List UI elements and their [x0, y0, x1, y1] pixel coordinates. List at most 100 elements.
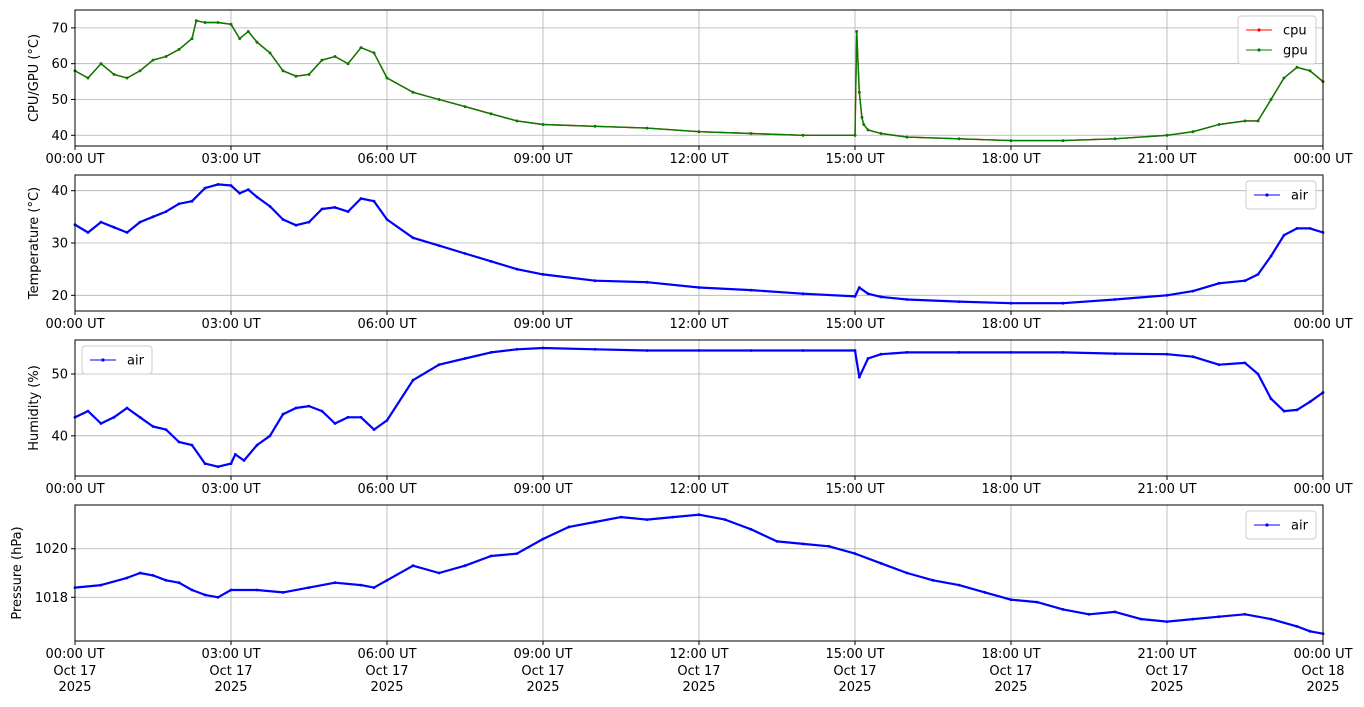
x-tick-date: Oct 17 — [521, 664, 564, 679]
series-air-points — [73, 346, 1325, 469]
data-point — [855, 30, 859, 33]
data-point — [593, 124, 597, 128]
data-point — [216, 465, 220, 469]
data-point — [1165, 293, 1169, 297]
data-point — [246, 30, 250, 33]
grid — [74, 10, 1324, 146]
x-tick-label: 15:00 UT — [825, 647, 884, 662]
data-point — [801, 542, 805, 546]
data-point — [203, 21, 207, 24]
legend: cpu gpu — [1237, 15, 1317, 65]
data-point — [190, 199, 194, 203]
data-point — [1009, 351, 1013, 354]
x-tick-label: 12:00 UT — [669, 482, 728, 497]
data-point — [385, 218, 389, 221]
legend-marker-gpu — [1257, 48, 1261, 52]
data-point — [905, 351, 909, 354]
data-point — [229, 588, 233, 592]
data-point — [281, 412, 285, 416]
data-point — [1243, 279, 1247, 283]
data-point — [1256, 372, 1260, 376]
data-point — [437, 98, 441, 101]
data-point — [99, 422, 103, 425]
grid — [74, 175, 1324, 311]
data-point — [1282, 233, 1286, 237]
data-point — [1308, 629, 1312, 633]
x-tick-year: 2025 — [838, 680, 871, 695]
x-tick-label: 15:00 UT — [825, 152, 884, 167]
series-air-line — [74, 346, 1324, 468]
data-point — [541, 123, 545, 126]
data-point — [866, 357, 870, 360]
data-point — [203, 593, 207, 597]
data-point — [749, 527, 753, 531]
x-tick-label: 15:00 UT — [825, 317, 884, 332]
data-point — [411, 564, 415, 568]
data-point — [333, 206, 337, 209]
data-point — [1191, 355, 1195, 359]
data-point — [177, 440, 181, 444]
x-tick-label: 00:00 UT — [1293, 482, 1352, 497]
y-tick-label: 70 — [51, 21, 68, 36]
data-point — [411, 236, 415, 240]
data-point — [333, 581, 337, 585]
x-tick-label: 12:00 UT — [669, 317, 728, 332]
data-point — [1113, 610, 1117, 614]
data-point — [775, 540, 779, 543]
data-point — [463, 357, 467, 360]
x-tick-label: 09:00 UT — [513, 647, 572, 662]
data-point — [138, 69, 142, 73]
data-point — [801, 349, 805, 352]
data-point — [957, 300, 961, 303]
data-point — [515, 267, 519, 271]
legend-label-air: air — [127, 354, 145, 369]
data-point — [905, 571, 909, 575]
data-point — [255, 443, 259, 447]
series-gpu-points — [73, 19, 1325, 143]
data-point — [242, 459, 246, 462]
data-point — [255, 40, 259, 44]
data-point — [866, 128, 870, 132]
data-point — [112, 225, 116, 229]
data-point — [372, 586, 376, 589]
data-point — [463, 564, 467, 568]
data-point — [1191, 130, 1195, 134]
legend-box — [1245, 180, 1317, 210]
data-point — [307, 220, 311, 224]
legend: air — [1245, 510, 1317, 540]
x-tick-year: 2025 — [682, 680, 715, 695]
data-point — [1269, 98, 1273, 101]
legend-box — [1245, 510, 1317, 540]
data-point — [138, 415, 142, 419]
data-point — [268, 205, 272, 208]
x-tick-label: 21:00 UT — [1137, 647, 1196, 662]
data-point — [1113, 298, 1117, 301]
x-tick-year: 2025 — [526, 680, 559, 695]
x-tick-label: 00:00 UT — [1293, 317, 1352, 332]
data-point — [857, 286, 861, 289]
legend-label-air: air — [1291, 189, 1309, 204]
legend-label-gpu: gpu — [1283, 44, 1308, 59]
data-point — [125, 76, 129, 80]
data-point — [1295, 227, 1299, 230]
x-tick-label: 00:00 UT — [1293, 152, 1352, 167]
y-tick-label: 40 — [51, 429, 68, 444]
data-point — [645, 518, 649, 521]
data-point — [541, 273, 545, 276]
x-tick-date: Oct 17 — [53, 664, 96, 679]
data-point — [983, 591, 987, 594]
data-point — [359, 46, 363, 49]
x-tick-label: 00:00 UT — [1293, 647, 1352, 662]
data-point — [359, 197, 363, 200]
x-tick-label: 09:00 UT — [513, 482, 572, 497]
data-point — [1308, 400, 1312, 404]
legend: air — [1245, 180, 1317, 210]
data-point — [238, 191, 242, 195]
data-point — [879, 295, 883, 299]
grid — [74, 340, 1324, 476]
data-point — [216, 21, 220, 24]
x-tick-label: 09:00 UT — [513, 152, 572, 167]
data-point — [1256, 273, 1260, 276]
y-tick-label: 50 — [51, 368, 68, 383]
data-point — [1295, 408, 1299, 412]
